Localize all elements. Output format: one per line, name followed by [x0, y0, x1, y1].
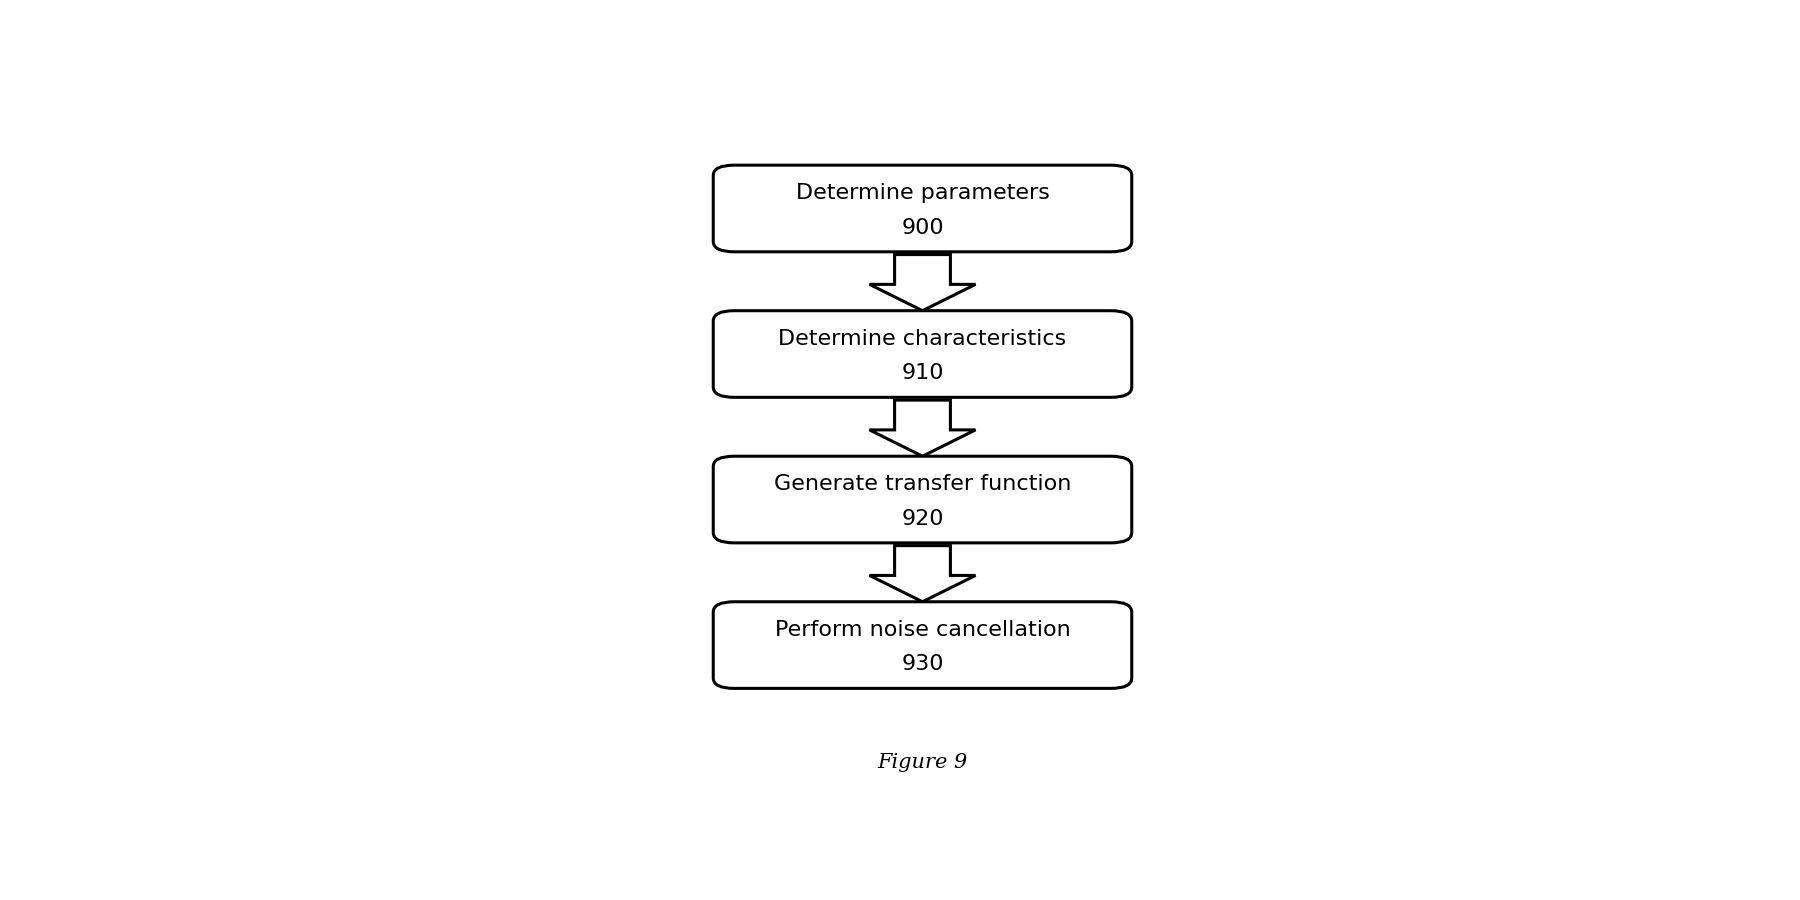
Text: Figure 9: Figure 9	[877, 753, 968, 772]
Text: Generate transfer function: Generate transfer function	[774, 474, 1071, 494]
FancyBboxPatch shape	[713, 602, 1132, 688]
Text: Determine parameters: Determine parameters	[796, 184, 1049, 203]
FancyBboxPatch shape	[713, 166, 1132, 252]
Text: Determine characteristics: Determine characteristics	[778, 328, 1067, 349]
FancyBboxPatch shape	[713, 310, 1132, 397]
Text: Perform noise cancellation: Perform noise cancellation	[774, 620, 1071, 640]
Text: 900: 900	[902, 218, 943, 238]
Text: 920: 920	[902, 508, 943, 529]
Polygon shape	[869, 400, 976, 456]
Polygon shape	[869, 545, 976, 602]
FancyBboxPatch shape	[713, 456, 1132, 543]
Text: 930: 930	[902, 654, 943, 674]
Polygon shape	[869, 255, 976, 310]
Text: 910: 910	[902, 364, 943, 383]
